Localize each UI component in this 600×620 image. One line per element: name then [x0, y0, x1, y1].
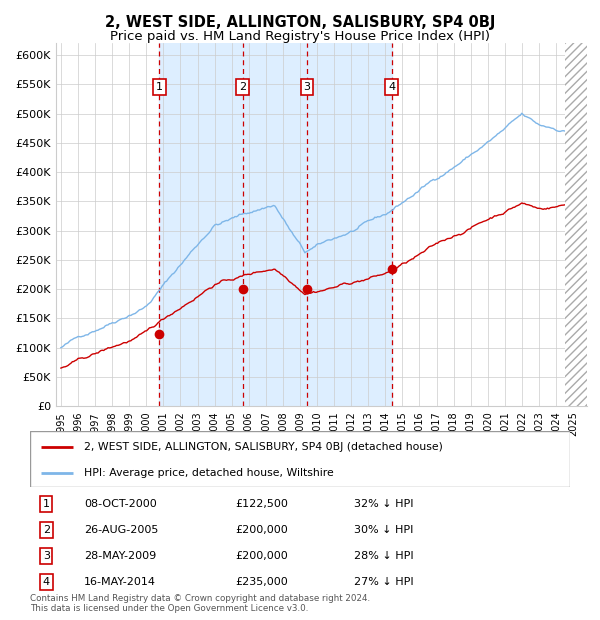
Text: 4: 4: [388, 82, 395, 92]
Text: 32% ↓ HPI: 32% ↓ HPI: [354, 499, 413, 509]
Text: Price paid vs. HM Land Registry's House Price Index (HPI): Price paid vs. HM Land Registry's House …: [110, 30, 490, 43]
Text: £122,500: £122,500: [235, 499, 288, 509]
Text: Contains HM Land Registry data © Crown copyright and database right 2024.
This d: Contains HM Land Registry data © Crown c…: [30, 594, 370, 613]
Text: 2: 2: [43, 525, 50, 535]
Text: HPI: Average price, detached house, Wiltshire: HPI: Average price, detached house, Wilt…: [84, 467, 334, 478]
Text: 3: 3: [43, 551, 50, 561]
Text: £200,000: £200,000: [235, 551, 288, 561]
Text: 16-MAY-2014: 16-MAY-2014: [84, 577, 156, 587]
Text: 4: 4: [43, 577, 50, 587]
Bar: [160, 43, 392, 406]
Text: 2, WEST SIDE, ALLINGTON, SALISBURY, SP4 0BJ (detached house): 2, WEST SIDE, ALLINGTON, SALISBURY, SP4 …: [84, 441, 443, 451]
Text: 28-MAY-2009: 28-MAY-2009: [84, 551, 156, 561]
Text: 3: 3: [303, 82, 310, 92]
Text: £235,000: £235,000: [235, 577, 288, 587]
Text: 2: 2: [239, 82, 247, 92]
Text: 30% ↓ HPI: 30% ↓ HPI: [354, 525, 413, 535]
Text: 2, WEST SIDE, ALLINGTON, SALISBURY, SP4 0BJ: 2, WEST SIDE, ALLINGTON, SALISBURY, SP4 …: [105, 16, 495, 30]
Text: 28% ↓ HPI: 28% ↓ HPI: [354, 551, 413, 561]
Text: 26-AUG-2005: 26-AUG-2005: [84, 525, 158, 535]
Text: 1: 1: [43, 499, 50, 509]
Text: 08-OCT-2000: 08-OCT-2000: [84, 499, 157, 509]
Text: 27% ↓ HPI: 27% ↓ HPI: [354, 577, 413, 587]
Text: £200,000: £200,000: [235, 525, 288, 535]
Text: 1: 1: [156, 82, 163, 92]
